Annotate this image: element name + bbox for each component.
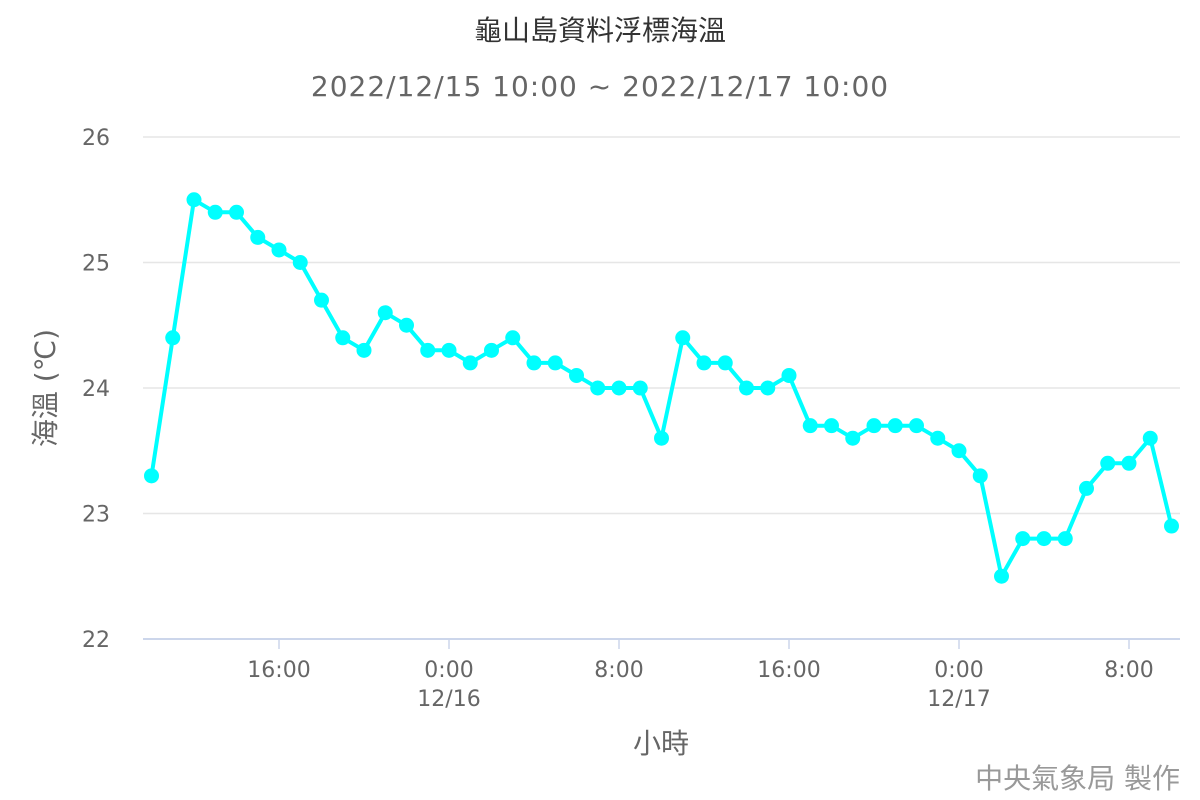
data-point	[611, 380, 627, 396]
y-tick-label: 22	[82, 628, 110, 653]
y-tick-label: 25	[82, 252, 110, 277]
data-point	[866, 418, 882, 434]
x-tick-label: 16:00	[247, 658, 310, 683]
data-point	[930, 430, 946, 446]
x-axis-title: 小時	[633, 727, 689, 760]
data-point	[547, 355, 563, 371]
data-point	[356, 342, 372, 358]
data-point	[1015, 531, 1031, 547]
data-point	[802, 418, 818, 434]
data-point	[186, 192, 202, 208]
data-point	[314, 292, 329, 308]
data-point	[1036, 531, 1052, 547]
data-point	[654, 430, 669, 446]
data-point	[420, 342, 436, 358]
data-point	[1121, 455, 1137, 471]
y-tick-label: 23	[82, 503, 110, 528]
data-point	[229, 204, 244, 220]
x-tick-label: 0:00	[424, 658, 473, 683]
chart-title: 龜山島資料浮標海溫	[474, 14, 726, 47]
data-point	[781, 367, 797, 383]
data-point	[972, 468, 988, 484]
data-point	[590, 380, 606, 396]
data-point	[505, 330, 521, 346]
data-point	[994, 568, 1009, 584]
data-point	[632, 380, 648, 396]
x-tick-label: 8:00	[594, 658, 643, 683]
data-point	[377, 305, 393, 321]
data-point	[824, 418, 839, 434]
y-tick-label: 26	[82, 126, 110, 151]
data-point	[1142, 430, 1158, 446]
data-point	[760, 380, 776, 396]
data-point	[462, 355, 478, 371]
data-point	[951, 443, 967, 459]
data-point	[1100, 455, 1116, 471]
data-point	[292, 255, 308, 270]
x-tick-label: 8:00	[1104, 658, 1153, 683]
data-point	[845, 430, 861, 446]
data-point	[696, 355, 712, 371]
x-tick-label: 0:00	[934, 658, 983, 683]
data-point	[717, 355, 733, 371]
data-point	[739, 380, 754, 396]
chart-subtitle: 2022/12/15 10:00 ~ 2022/12/17 10:00	[311, 70, 889, 103]
data-point	[399, 317, 414, 333]
data-point	[144, 468, 159, 484]
data-point	[250, 229, 266, 245]
data-point	[675, 330, 691, 346]
data-point	[165, 330, 181, 346]
data-point	[526, 355, 542, 371]
data-point	[335, 330, 351, 346]
data-point	[207, 204, 223, 220]
x-tick-label: 16:00	[757, 658, 820, 683]
data-point	[1057, 531, 1073, 547]
x-tick-date-label: 12/17	[927, 687, 990, 712]
data-point	[909, 418, 924, 434]
data-point	[569, 367, 584, 383]
data-point	[484, 342, 499, 358]
y-axis-title: 海溫 (℃)	[29, 329, 62, 447]
x-tick-date-label: 12/16	[417, 687, 480, 712]
data-point	[1164, 518, 1179, 534]
data-point	[441, 342, 457, 358]
y-tick-label: 24	[82, 377, 110, 402]
data-point	[887, 418, 903, 434]
data-point	[271, 242, 287, 258]
credit-text: 中央氣象局 製作	[975, 762, 1180, 795]
data-point	[1079, 480, 1094, 496]
